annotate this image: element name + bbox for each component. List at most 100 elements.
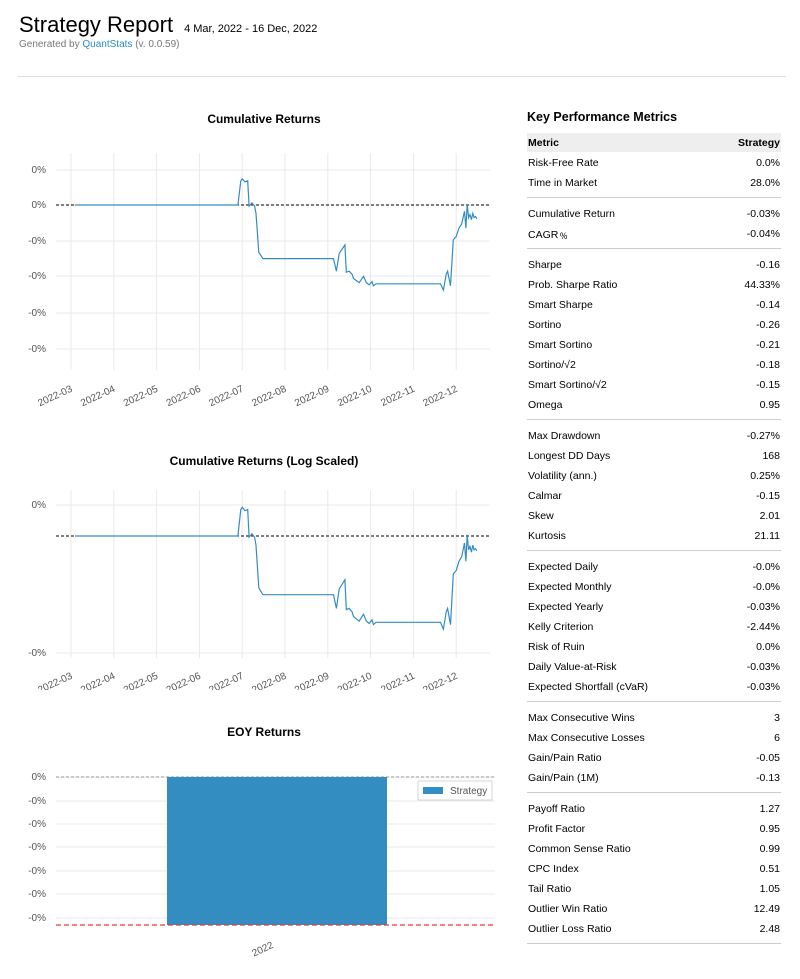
legend-box [417, 780, 493, 801]
y-tick-label: 0% [32, 772, 47, 783]
metric-label: Common Sense Ratio [528, 843, 631, 855]
metric-label: Cumulative Return [528, 208, 615, 220]
metric-value: -0.16 [756, 259, 780, 271]
metric-label: Volatility (ann.) [528, 470, 597, 482]
y-tick-label: -0% [28, 236, 46, 247]
metric-row: Skew 2.01 [527, 506, 781, 526]
x-tick-label: 2022-09 [293, 384, 331, 410]
metric-row: Volatility (ann.) 0.25% [527, 466, 781, 486]
metric-row: Expected Monthly -0.0% [527, 577, 781, 597]
metric-row: Tail Ratio 1.05 [527, 879, 781, 899]
metric-label: Max Drawdown [528, 430, 601, 442]
series-line [75, 177, 478, 293]
metric-label: Longest DD Days [528, 450, 611, 462]
metric-label: CPC Index [528, 863, 579, 875]
y-tick-label: 0% [32, 165, 47, 176]
y-tick-label: -0% [28, 796, 46, 807]
metrics-group: Expected Daily -0.0% Expected Monthly -0.0%… [527, 557, 781, 702]
metric-row: Gain/Pain (1M) -0.13 [527, 768, 781, 788]
legend-label: Strategy [450, 786, 487, 797]
grid [56, 153, 490, 370]
metric-label: Risk-Free Rate [528, 157, 599, 169]
metric-label: Smart Sharpe [528, 299, 593, 311]
metric-label: Smart Sortino [528, 339, 593, 351]
y-tick-label: -0% [28, 889, 46, 900]
metric-label: Smart Sortino/√2 [528, 379, 607, 391]
x-tick-label: 2022-04 [79, 671, 117, 690]
x-axis: 2022-03 2022-04 2022-05 2022-06 2022-07 2022-… [36, 384, 460, 410]
generated-version: (v. 0.0.59) [135, 39, 180, 50]
metric-value: -0.05 [756, 752, 780, 764]
x-tick-label: 2022-12 [422, 671, 460, 690]
cumulative-returns-chart: Cumulative Returns 0% 0% -0% -0% -0% -0% 2022… [28, 112, 490, 410]
metric-label: Expected Daily [528, 561, 599, 573]
x-tick-label: 2022-12 [422, 384, 460, 410]
metric-value: -0.27% [746, 430, 780, 442]
metric-value: 3 [774, 712, 780, 724]
header-metric: Metric [528, 136, 559, 149]
date-range: 4 Mar, 2022 - 16 Dec, 2022 [184, 23, 318, 35]
key-performance-metrics: Key Performance Metrics Metric Strategy … [527, 110, 781, 950]
metric-value: 1.05 [759, 883, 780, 895]
metric-label: Max Consecutive Losses [528, 732, 645, 744]
metric-row: Sortino -0.26 [527, 315, 781, 335]
metrics-header-row: Metric Strategy [527, 133, 781, 152]
metric-row: Smart Sortino/√2 -0.15 [527, 375, 781, 395]
y-axis: 0% -0% [28, 500, 46, 659]
x-tick-label: 2022-09 [293, 671, 331, 690]
metric-value: -0.0% [752, 581, 780, 593]
metric-value: 21.11 [754, 530, 781, 542]
metric-value: -0.15 [756, 490, 780, 502]
x-axis: 2022-03 2022-04 2022-05 2022-06 2022-07 2022-… [36, 671, 460, 690]
metric-row: Common Sense Ratio 0.99 [527, 839, 781, 859]
y-tick-label: -0% [28, 344, 46, 355]
metric-value: -0.04% [746, 228, 780, 240]
metric-row: Smart Sharpe -0.14 [527, 295, 781, 315]
metrics-title: Key Performance Metrics [527, 110, 678, 124]
metrics-body: Risk-Free Rate 0.0% Time in Market 28.0% Cum… [527, 152, 781, 944]
metrics-group: Risk-Free Rate 0.0% Time in Market 28.0% [527, 152, 781, 198]
metric-label: CAGR﹪ [528, 228, 569, 241]
metric-label: Outlier Win Ratio [528, 903, 608, 915]
metric-row: Kurtosis 21.11 [527, 526, 781, 546]
metric-value: 0.95 [759, 399, 780, 411]
x-tick-label: 2022-10 [336, 671, 374, 690]
metric-label: Expected Monthly [528, 581, 612, 593]
metric-value: -0.15 [756, 379, 780, 391]
metric-label: Risk of Ruin [528, 641, 585, 653]
y-tick-label: -0% [28, 648, 46, 659]
metric-row: Omega 0.95 [527, 395, 781, 415]
metric-label: Tail Ratio [528, 883, 572, 895]
metric-value: 2.01 [759, 510, 780, 522]
metric-row: Outlier Loss Ratio 2.48 [527, 919, 781, 939]
metric-row: Max Consecutive Losses 6 [527, 728, 781, 748]
metric-row: Calmar -0.15 [527, 486, 781, 506]
series-line [75, 506, 478, 632]
grid [56, 490, 490, 658]
metric-value: 0.99 [759, 843, 780, 855]
metric-row: Gain/Pain Ratio -0.05 [527, 748, 781, 768]
metric-value: 44.33% [744, 279, 780, 291]
metric-row: Max Drawdown -0.27% [527, 426, 781, 446]
metric-value: -0.03% [746, 681, 780, 693]
generated-prefix: Generated by [19, 39, 80, 50]
quantstats-link[interactable]: QuantStats [82, 39, 133, 50]
metric-value: -0.03% [746, 208, 780, 220]
metric-row: Time in Market 28.0% [527, 173, 781, 193]
metric-value: 6 [774, 732, 780, 744]
metric-label: Omega [528, 399, 563, 411]
metric-value: -0.14 [756, 299, 780, 311]
x-tick-label: 2022-08 [250, 671, 288, 690]
eoy-returns-chart: EOY Returns 0% -0% -0% -0% -0% -0% -0% Strateg… [28, 725, 495, 959]
metric-row: Sortino/√2 -0.18 [527, 355, 781, 375]
metric-row: Payoff Ratio 1.27 [527, 799, 781, 819]
metric-label: Gain/Pain Ratio [528, 752, 602, 764]
metric-row: Smart Sortino -0.21 [527, 335, 781, 355]
chart-title: EOY Returns [227, 725, 301, 739]
metric-label: Skew [528, 510, 554, 522]
metric-value: -0.03% [746, 601, 780, 613]
x-tick-label: 2022-05 [122, 671, 160, 690]
x-tick-label: 2022-05 [122, 384, 160, 410]
x-tick-label: 2022-03 [36, 671, 74, 690]
y-axis: 0% -0% -0% -0% -0% -0% -0% [28, 772, 46, 924]
